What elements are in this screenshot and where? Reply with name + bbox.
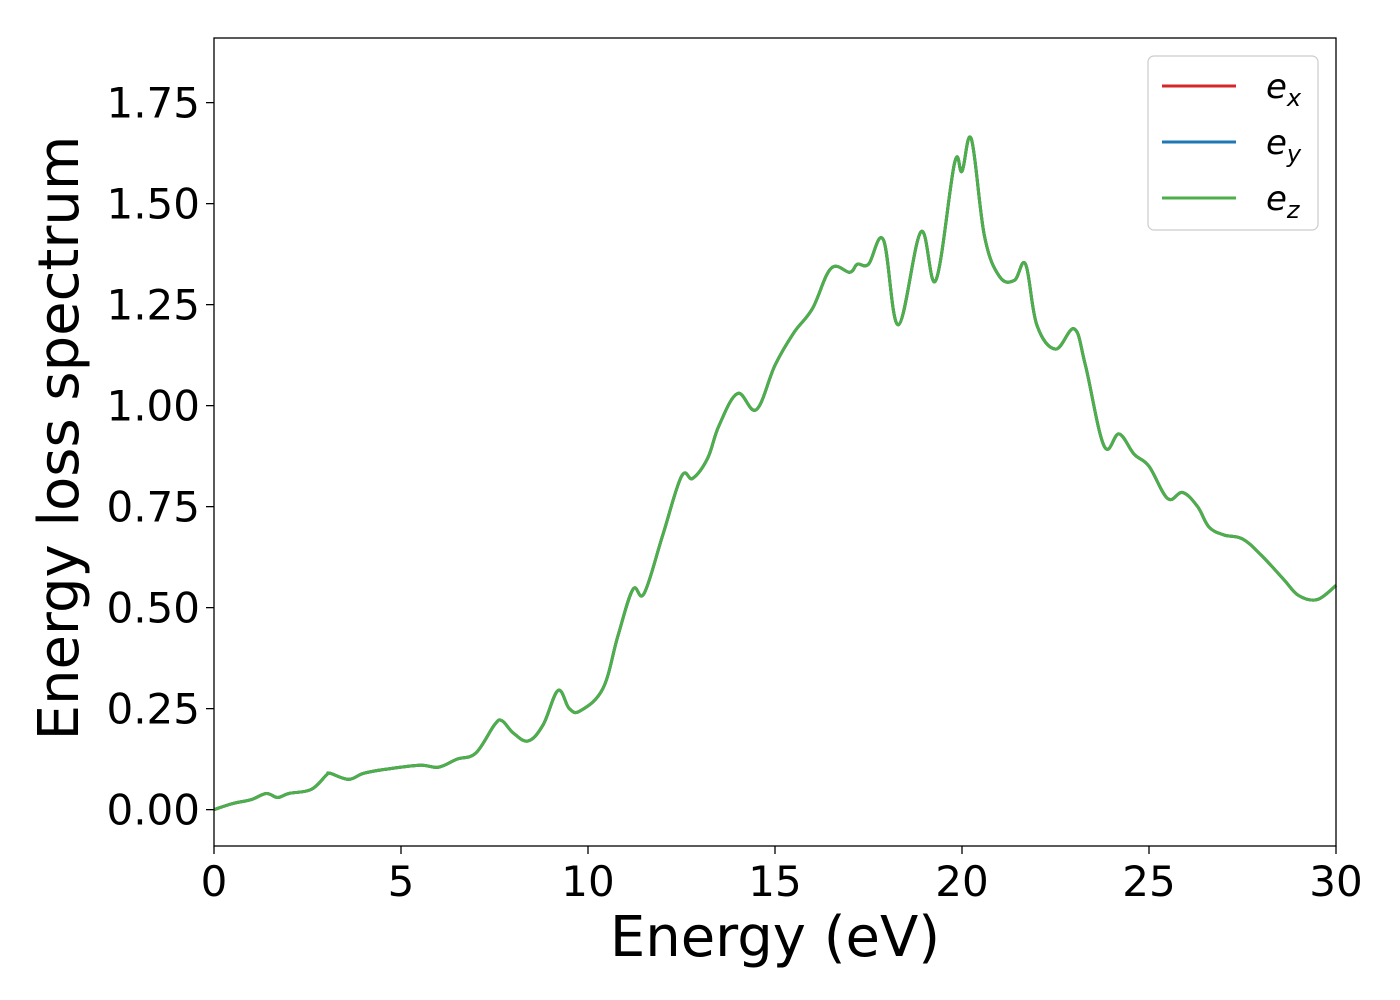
x-axis: 0 5 10 15 20 25 30 <box>201 846 1363 906</box>
x-tick-label: 25 <box>1122 857 1175 906</box>
y-tick-label: 0.00 <box>106 786 200 835</box>
x-tick-label: 30 <box>1309 857 1362 906</box>
x-tick-label: 20 <box>935 857 988 906</box>
x-tick-label: 0 <box>201 857 228 906</box>
y-axis: 0.00 0.25 0.50 0.75 1.00 1.25 1.50 1.75 <box>106 79 214 835</box>
y-tick-label: 1.25 <box>106 281 200 330</box>
y-tick-label: 0.50 <box>106 584 200 633</box>
legend-label-e-z: ez <box>1266 179 1301 224</box>
plot-lines <box>213 135 1337 812</box>
y-axis-title: Energy loss spectrum <box>27 136 92 741</box>
series-line-e-z <box>213 135 1337 812</box>
legend-label-e-x: ex <box>1266 67 1302 112</box>
y-tick-label: 1.75 <box>106 79 200 128</box>
x-tick-label: 5 <box>388 857 415 906</box>
x-tick-label: 10 <box>561 857 614 906</box>
y-tick-label: 0.75 <box>106 483 200 532</box>
legend: ex ey ez <box>1147 55 1319 231</box>
series-line-e-y <box>213 135 1337 812</box>
y-tick-label: 1.00 <box>106 382 200 431</box>
y-tick-label: 1.50 <box>106 180 200 229</box>
series-line-e-x <box>213 135 1337 812</box>
x-axis-title: Energy (eV) <box>610 905 940 970</box>
y-tick-label: 0.25 <box>106 685 200 734</box>
x-tick-label: 15 <box>748 857 801 906</box>
legend-label-e-y: ey <box>1266 123 1302 168</box>
